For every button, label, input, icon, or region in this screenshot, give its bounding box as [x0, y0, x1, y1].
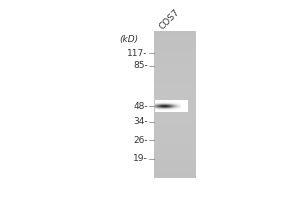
- Text: 48-: 48-: [133, 102, 148, 111]
- Text: 19-: 19-: [133, 154, 148, 163]
- Text: 26-: 26-: [133, 136, 148, 145]
- Text: COS7: COS7: [158, 7, 182, 31]
- Text: 85-: 85-: [133, 61, 148, 70]
- Text: 117-: 117-: [128, 49, 148, 58]
- Text: (kD): (kD): [119, 35, 139, 44]
- Text: 34-: 34-: [133, 117, 148, 126]
